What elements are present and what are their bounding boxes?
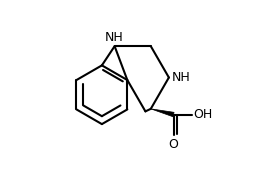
Text: NH: NH [105,31,124,44]
Text: OH: OH [193,108,213,121]
Text: NH: NH [172,71,190,84]
Text: O: O [169,138,178,151]
Polygon shape [151,109,174,117]
